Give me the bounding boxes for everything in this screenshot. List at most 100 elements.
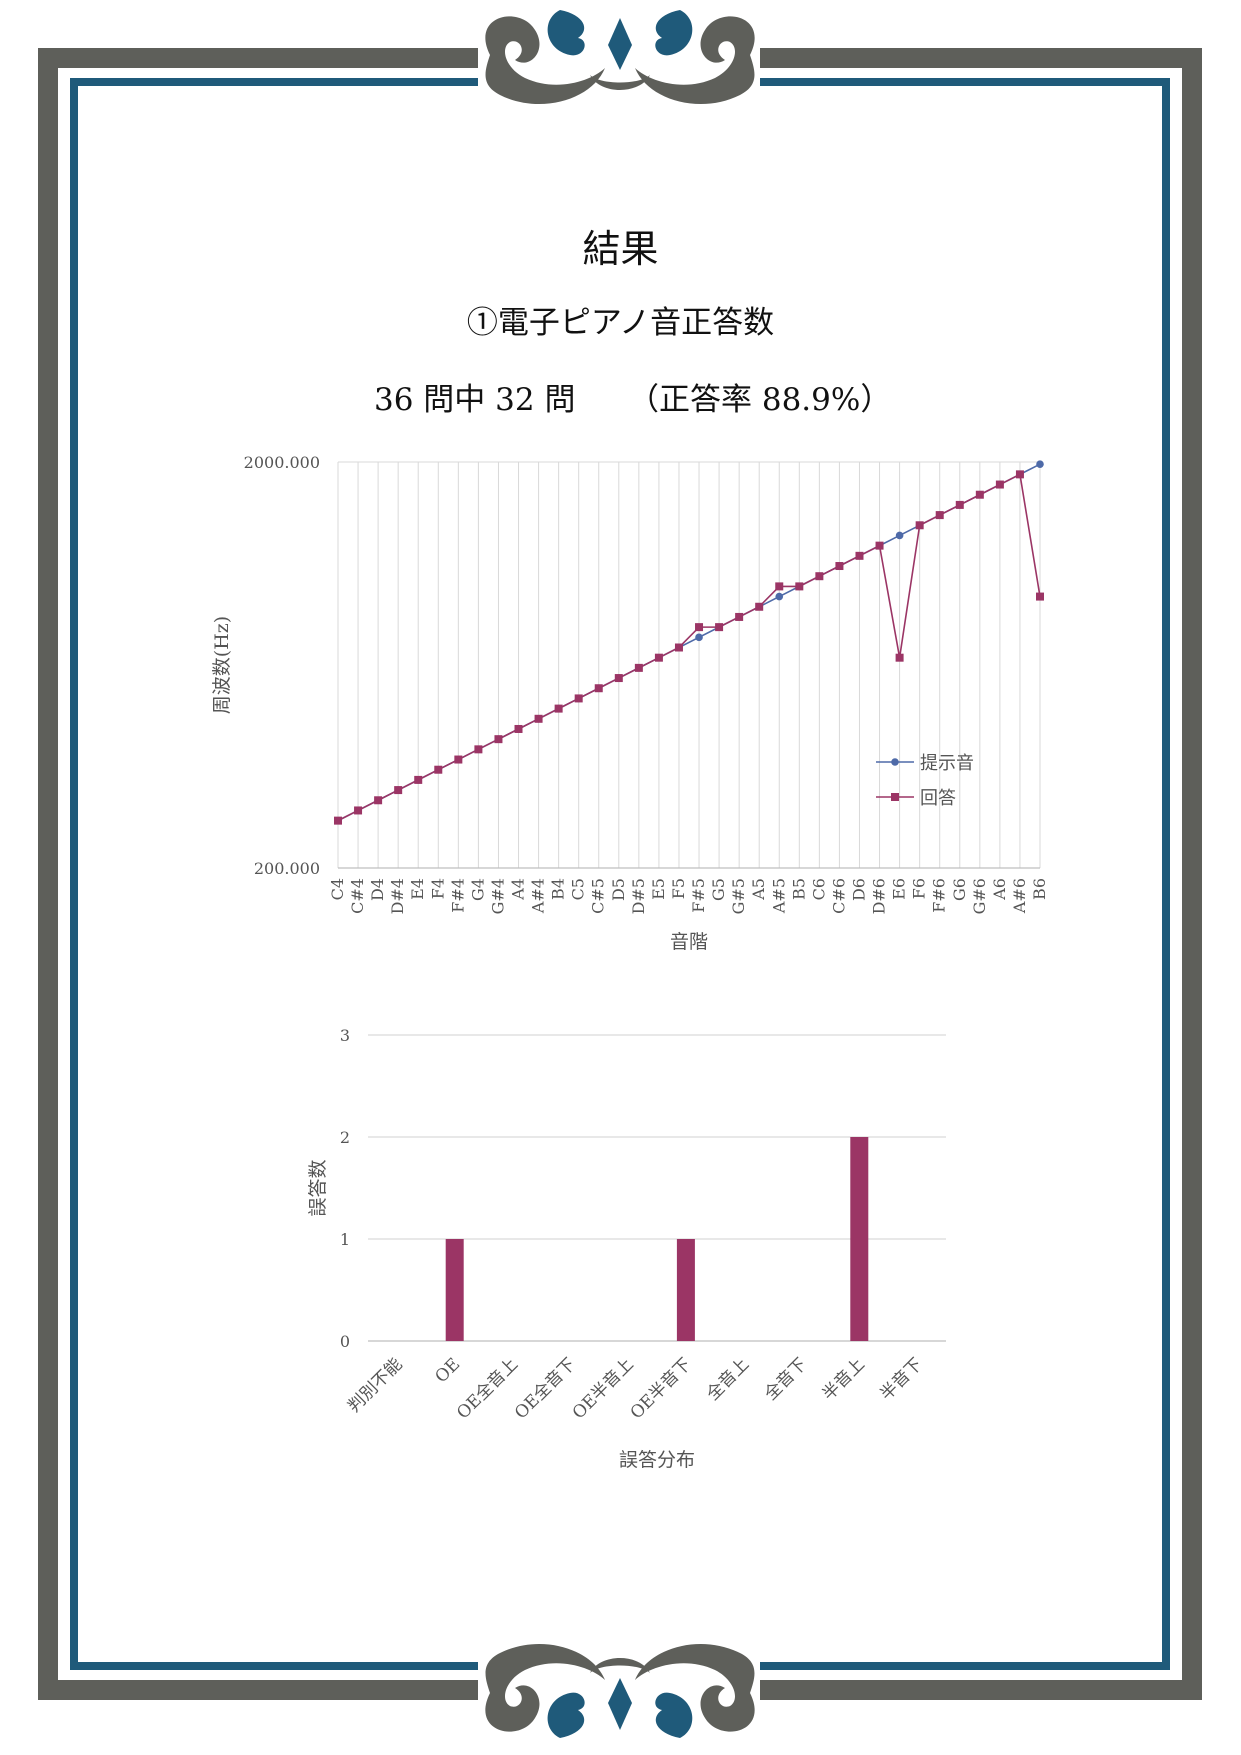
- x-tick-label: D#4: [388, 878, 407, 914]
- data-point-answer: [614, 674, 623, 683]
- x-tick-label: OE全音下: [511, 1354, 580, 1423]
- x-tick-label: C#5: [589, 878, 608, 914]
- x-tick-label: C#4: [348, 878, 367, 914]
- legend-marker: [891, 758, 899, 766]
- data-point-answer: [775, 582, 784, 591]
- y-axis-title: 誤答数: [307, 1159, 329, 1216]
- x-tick-label: G#4: [488, 878, 507, 914]
- x-tick-label: D#6: [870, 878, 889, 914]
- legend-marker: [891, 793, 899, 801]
- x-tick-label: C6: [809, 878, 828, 900]
- data-point-answer: [654, 653, 663, 662]
- x-tick-label: OE半音下: [627, 1354, 696, 1423]
- data-point-answer: [674, 643, 683, 652]
- x-tick-label: 判別不能: [344, 1354, 406, 1416]
- data-point-presented: [1036, 460, 1044, 468]
- data-point-answer: [594, 684, 603, 693]
- x-tick-label: B6: [1030, 878, 1049, 900]
- x-tick-label: D6: [849, 878, 868, 901]
- data-point-answer: [935, 511, 944, 520]
- data-point-presented: [895, 531, 904, 540]
- data-point-answer: [574, 694, 583, 703]
- x-tick-label: G6: [950, 878, 969, 901]
- data-point-answer: [434, 765, 443, 774]
- data-point-answer: [835, 562, 844, 571]
- x-axis-title: 誤答分布: [619, 1449, 695, 1471]
- bar: [676, 1239, 695, 1341]
- frame-outer-border: [38, 48, 1202, 1700]
- score-count: 36 問中 32 問: [374, 382, 576, 418]
- x-tick-label: E6: [890, 878, 909, 900]
- data-point-answer: [454, 755, 463, 764]
- x-tick-label: D5: [609, 878, 628, 901]
- bar: [445, 1239, 464, 1341]
- data-point-answer: [354, 806, 363, 815]
- x-tick-label: F#5: [689, 878, 708, 913]
- x-tick-label: E4: [408, 878, 427, 900]
- x-tick-label: B4: [549, 878, 568, 900]
- data-point-answer: [474, 745, 483, 754]
- y-tick-label: 200.000: [254, 859, 320, 878]
- data-point-answer: [995, 480, 1004, 489]
- x-tick-label: A6: [990, 878, 1009, 901]
- data-point-answer: [975, 490, 984, 499]
- x-tick-label: C5: [569, 878, 588, 900]
- top-ornament: [485, 10, 755, 105]
- page-title: 結果: [582, 227, 659, 271]
- x-axis-title: 音階: [670, 931, 708, 953]
- data-point-answer: [374, 796, 383, 805]
- x-tick-label: OE全音上: [453, 1354, 522, 1423]
- x-tick-label: 半音下: [876, 1354, 926, 1404]
- data-point-answer: [634, 663, 643, 672]
- data-point-answer: [815, 572, 824, 581]
- y-tick-label: 0: [340, 1332, 350, 1351]
- x-tick-label: E5: [649, 878, 668, 900]
- data-point-presented: [695, 633, 703, 642]
- data-point-answer: [715, 623, 724, 632]
- x-tick-label: A#5: [769, 878, 788, 914]
- x-tick-label: C4: [328, 878, 347, 900]
- y-tick-label: 3: [340, 1026, 350, 1045]
- bar: [850, 1137, 869, 1341]
- bottom-ornament: [485, 1643, 755, 1738]
- data-point-answer: [514, 724, 523, 733]
- data-point-answer: [915, 521, 924, 530]
- data-point-answer: [334, 816, 342, 825]
- x-tick-label: A#4: [529, 878, 548, 914]
- data-point-answer: [494, 735, 503, 744]
- x-tick-label: F#6: [930, 878, 949, 913]
- y-tick-label: 2: [340, 1128, 350, 1147]
- y-tick-label: 1: [340, 1230, 350, 1249]
- data-point-answer: [755, 602, 764, 611]
- x-tick-label: 全音上: [703, 1354, 753, 1404]
- x-tick-label: D#5: [629, 878, 648, 914]
- data-point-answer: [534, 714, 543, 723]
- data-point-answer: [1036, 592, 1044, 601]
- x-tick-label: F6: [910, 878, 929, 899]
- y-axis-title: 周波数(Hz): [211, 616, 233, 714]
- data-point-answer: [855, 551, 864, 560]
- y-tick-label: 2000.000: [244, 453, 320, 472]
- data-point-answer: [895, 653, 904, 662]
- x-tick-label: 全音下: [761, 1354, 811, 1404]
- x-tick-label: G#5: [729, 878, 748, 914]
- score-rate: （正答率 88.9%）: [628, 382, 892, 418]
- data-point-answer: [795, 582, 804, 591]
- x-tick-label: 半音上: [819, 1354, 869, 1404]
- x-tick-label: A4: [509, 878, 528, 901]
- data-point-answer: [554, 704, 563, 713]
- legend-label: 提示音: [920, 753, 974, 774]
- data-point-answer: [414, 775, 423, 784]
- x-tick-label: A#6: [1010, 878, 1029, 914]
- data-point-answer: [735, 612, 744, 621]
- data-point-answer: [1015, 470, 1024, 479]
- legend-label: 回答: [920, 788, 956, 809]
- data-point-answer: [394, 786, 403, 795]
- x-tick-label: F5: [669, 878, 688, 899]
- data-point-presented: [775, 592, 784, 601]
- data-point-answer: [875, 541, 884, 550]
- page-subtitle: ①電子ピアノ音正答数: [466, 305, 775, 341]
